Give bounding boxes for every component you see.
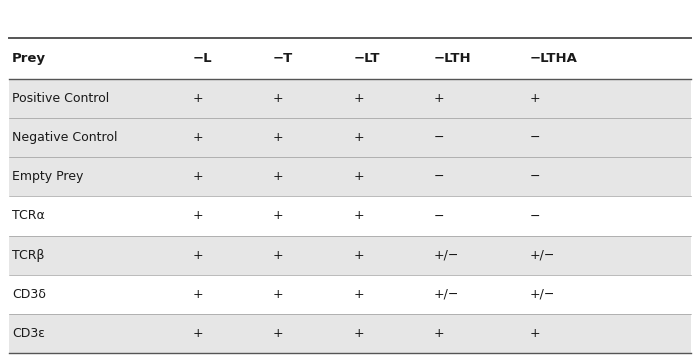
Text: −: − bbox=[529, 170, 540, 183]
Text: −: − bbox=[434, 131, 444, 144]
Text: Positive Control: Positive Control bbox=[12, 92, 109, 105]
Text: Negative Control: Negative Control bbox=[12, 131, 118, 144]
Text: −: − bbox=[529, 131, 540, 144]
Text: +: + bbox=[273, 327, 284, 340]
Text: +: + bbox=[354, 288, 364, 301]
Text: +: + bbox=[354, 327, 364, 340]
Text: +: + bbox=[273, 248, 284, 262]
Text: Prey: Prey bbox=[12, 52, 46, 65]
Text: +: + bbox=[193, 131, 203, 144]
Text: +: + bbox=[354, 131, 364, 144]
Text: +: + bbox=[354, 170, 364, 183]
Text: −: − bbox=[529, 209, 540, 223]
Text: TCRβ: TCRβ bbox=[12, 248, 44, 262]
Text: +: + bbox=[193, 327, 203, 340]
Text: +/−: +/− bbox=[434, 248, 459, 262]
Text: −: − bbox=[434, 209, 444, 223]
Text: +: + bbox=[193, 288, 203, 301]
Text: +: + bbox=[193, 248, 203, 262]
Text: +: + bbox=[193, 209, 203, 223]
Text: +: + bbox=[273, 131, 284, 144]
Bar bbox=[9, 236, 691, 275]
Text: +/−: +/− bbox=[529, 248, 555, 262]
Text: −LTHA: −LTHA bbox=[529, 52, 578, 65]
Text: +: + bbox=[529, 327, 540, 340]
Bar bbox=[9, 118, 691, 157]
Text: −LT: −LT bbox=[354, 52, 380, 65]
Text: +: + bbox=[434, 327, 444, 340]
Text: +/−: +/− bbox=[434, 288, 459, 301]
Text: +: + bbox=[273, 288, 284, 301]
Bar bbox=[9, 79, 691, 118]
Text: +: + bbox=[273, 209, 284, 223]
Text: +: + bbox=[273, 170, 284, 183]
Text: CD3δ: CD3δ bbox=[12, 288, 46, 301]
Text: +: + bbox=[354, 92, 364, 105]
Text: −L: −L bbox=[193, 52, 212, 65]
Bar bbox=[9, 314, 691, 353]
Text: −T: −T bbox=[273, 52, 293, 65]
Text: +: + bbox=[354, 209, 364, 223]
Text: Empty Prey: Empty Prey bbox=[12, 170, 83, 183]
Text: −LTH: −LTH bbox=[434, 52, 472, 65]
Text: +: + bbox=[193, 170, 203, 183]
Text: CD3ε: CD3ε bbox=[12, 327, 45, 340]
Text: −: − bbox=[434, 170, 444, 183]
Text: +: + bbox=[529, 92, 540, 105]
Text: +: + bbox=[434, 92, 444, 105]
Text: +: + bbox=[354, 248, 364, 262]
Text: +: + bbox=[273, 92, 284, 105]
Text: TCRα: TCRα bbox=[12, 209, 45, 223]
Text: +: + bbox=[193, 92, 203, 105]
Bar bbox=[9, 157, 691, 196]
Text: +/−: +/− bbox=[529, 288, 555, 301]
